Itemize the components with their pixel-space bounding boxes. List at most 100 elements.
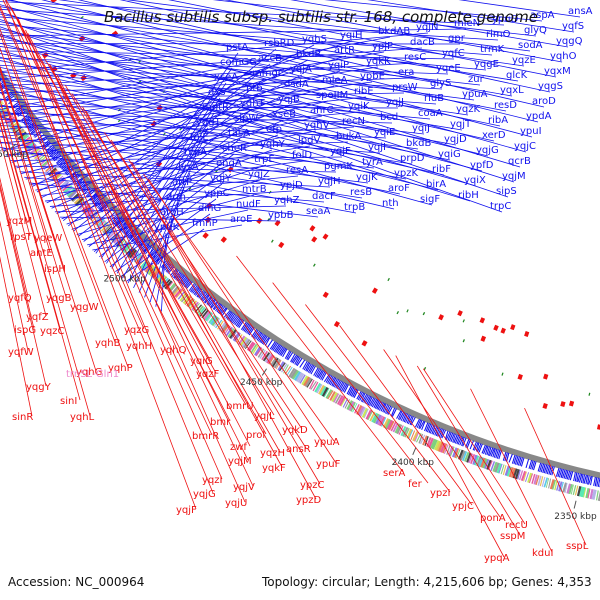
forward-leader xyxy=(7,55,347,158)
reverse-gene-label: ypzI xyxy=(430,488,450,499)
forward-leader xyxy=(92,224,243,251)
reverse-leader xyxy=(0,66,65,269)
forward-leader xyxy=(93,138,241,253)
reverse-leader xyxy=(0,80,67,298)
reverse-gene-label: ypzD xyxy=(296,495,322,506)
reverse-gene-label: yqgY xyxy=(26,382,52,393)
forward-gene-label: dxs xyxy=(208,87,225,98)
reverse-gene-label: yqjV xyxy=(233,482,255,493)
forward-gene-label: yqjI xyxy=(368,142,386,153)
forward-gene-label: yqjK xyxy=(356,172,378,183)
reverse-gene-label: zwf xyxy=(230,442,247,453)
forward-leader xyxy=(0,64,443,90)
reverse-gene-label: yqfQ xyxy=(8,293,32,304)
forward-leader xyxy=(0,8,499,41)
forward-gene-label: yqzE xyxy=(512,55,536,66)
reverse-leader xyxy=(383,349,501,518)
reverse-gene-label: yqjF xyxy=(176,505,197,516)
reverse-gene-label: yqhG xyxy=(76,367,102,378)
forward-gene-label: dinG xyxy=(198,203,221,214)
forward-gene-label: pgmK xyxy=(324,161,353,172)
forward-leader xyxy=(290,0,569,48)
forward-leader xyxy=(0,53,463,131)
forward-gene-label: ypuD xyxy=(492,14,519,25)
reverse-gene-label: rpsT xyxy=(10,232,33,243)
forward-gene-label: bkdB xyxy=(406,138,431,149)
forward-gene-label: glcK xyxy=(506,70,528,81)
reverse-gene-label: ypzC xyxy=(300,480,325,491)
forward-gene-label: spoIIM xyxy=(316,90,348,101)
forward-gene-label: dacF xyxy=(312,191,336,202)
reverse-leader xyxy=(524,407,587,546)
forward-leader xyxy=(0,60,457,146)
forward-leader xyxy=(0,11,521,168)
forward-gene-label: yqjD xyxy=(444,134,467,145)
scale-tick-label: 2500 kbp xyxy=(103,275,146,285)
forward-gene-label: yqjC xyxy=(514,141,536,152)
reverse-leader xyxy=(85,110,283,468)
forward-leader xyxy=(0,66,451,161)
reverse-leader xyxy=(0,68,97,372)
forward-gene-label: ansA xyxy=(568,6,593,17)
reverse-leader xyxy=(49,64,251,447)
forward-gene-label: aroF xyxy=(388,183,410,194)
forward-gene-label: ptb xyxy=(246,83,263,94)
forward-leader xyxy=(0,118,387,139)
forward-leader xyxy=(0,21,501,127)
reverse-gene-label: yqhP xyxy=(108,363,133,374)
forward-gene-label: folD xyxy=(292,150,312,161)
reverse-leader xyxy=(17,18,214,494)
forward-gene-label: yqjZ xyxy=(248,169,270,180)
forward-gene-label: bkdAB xyxy=(378,26,410,37)
reverse-leader xyxy=(65,85,267,435)
forward-gene-label: aroH xyxy=(160,207,184,218)
reverse-gene-label: ansR xyxy=(286,444,311,455)
scale-tick-label: 2400 kbp xyxy=(392,458,435,468)
forward-leader xyxy=(41,0,539,123)
forward-leader xyxy=(212,0,537,37)
forward-leader xyxy=(62,48,277,221)
scale-tick xyxy=(412,447,417,455)
forward-gene-label: xerD xyxy=(482,130,506,141)
forward-leader xyxy=(127,142,203,284)
forward-leader xyxy=(367,0,575,33)
forward-leader xyxy=(0,116,395,210)
forward-gene-label: yqiJ xyxy=(412,123,430,134)
forward-gene-label: sodA xyxy=(518,40,543,51)
forward-gene-label: yqhT xyxy=(240,98,266,109)
forward-gene-label: resB xyxy=(350,187,372,198)
reverse-leader xyxy=(0,138,47,317)
scale-tick xyxy=(573,500,577,509)
forward-gene-label: nth xyxy=(382,198,399,209)
forward-gene-label: aspA xyxy=(530,10,555,21)
forward-gene-label: trmK xyxy=(480,44,505,55)
forward-gene-label: qcrB xyxy=(508,156,531,167)
forward-leader xyxy=(122,127,209,279)
forward-gene-label: typA xyxy=(184,147,207,158)
forward-gene-label: cheR xyxy=(222,143,247,154)
reverse-gene-label: yqjU xyxy=(225,498,247,509)
forward-leader xyxy=(0,28,495,142)
forward-gene-label: coaA xyxy=(418,108,443,119)
forward-gene-label: bukA xyxy=(336,131,361,142)
reverse-gene-label: yqkF xyxy=(262,463,286,474)
forward-gene-label: nudF xyxy=(236,199,261,210)
forward-leader xyxy=(45,175,299,202)
forward-gene-label: zur xyxy=(468,74,485,85)
forward-gene-label: yqxM xyxy=(544,66,571,77)
reverse-gene-label: serA xyxy=(383,468,405,479)
reverse-gene-label: yqeW xyxy=(34,233,62,244)
forward-gene-label: yqiG xyxy=(438,149,461,160)
forward-gene-label: yqjY xyxy=(210,173,232,184)
reverse-leader xyxy=(56,74,254,487)
reverse-gene-label: sspM xyxy=(500,531,525,542)
reverse-leader xyxy=(272,282,429,484)
forward-leader xyxy=(106,82,227,264)
forward-gene-label: yqxL xyxy=(500,85,524,96)
forward-gene-label: prpD xyxy=(400,153,425,164)
reverse-leader xyxy=(50,65,246,503)
reverse-leader xyxy=(143,173,335,442)
reverse-gene-label: yqzF xyxy=(196,369,220,380)
reverse-leader xyxy=(0,32,116,343)
forward-leader xyxy=(0,85,425,135)
